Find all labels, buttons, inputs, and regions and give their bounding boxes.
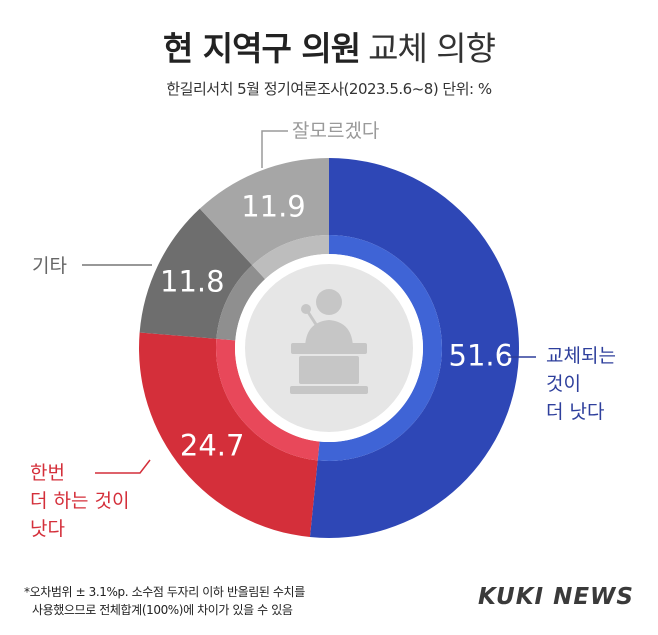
callout-again: 낫다	[30, 518, 65, 540]
slice-dontknow-inner	[252, 235, 329, 280]
footnote: *오차범위 ± 3.1%p. 소수점 두자리 이하 반올림된 수치를 사용했으므…	[24, 583, 305, 619]
value-label: 11.9	[241, 189, 306, 223]
callout-dontknow: 잘모르겠다	[292, 120, 379, 142]
value-label: 11.8	[160, 265, 225, 299]
brand-logo: KUKI NEWS	[478, 584, 634, 610]
callout-replace: 교체되는	[546, 345, 616, 367]
value-label: 24.7	[180, 428, 245, 462]
slice-dontknow-outer	[199, 158, 329, 266]
callout-again: 더 하는 것이	[30, 490, 129, 512]
callout-replace: 것이	[546, 373, 581, 395]
slice-replace-inner	[317, 234, 443, 462]
title-light: 교체 의향	[368, 29, 496, 68]
donut-slices	[138, 158, 519, 538]
title-bold: 현 지역구 의원	[162, 29, 361, 68]
callout-other: 기타	[32, 255, 67, 277]
podium-speaker-icon	[290, 289, 368, 394]
chart-title: 현 지역구 의원 교체 의향	[0, 22, 658, 70]
callout-replace: 더 낫다	[546, 401, 604, 423]
chart-subtitle: 한길리서치 5월 정기여론조사(2023.5.6~8) 단위: %	[166, 80, 492, 98]
value-labels: 51.6 24.7 11.8 11.9	[160, 189, 513, 462]
slice-other-inner	[216, 265, 266, 341]
slice-again-inner	[216, 338, 320, 461]
footnote-line-1: *오차범위 ± 3.1%p. 소수점 두자리 이하 반올림된 수치를	[24, 585, 305, 599]
slice-other-outer	[139, 208, 253, 339]
value-label: 51.6	[449, 339, 514, 373]
slice-again-outer	[138, 332, 318, 538]
slice-replace-outer	[309, 158, 519, 538]
callout-again: 한번	[30, 462, 65, 484]
footnote-line-2: 사용했으므로 전체합계(100%)에 차이가 있을 수 있음	[32, 603, 293, 617]
